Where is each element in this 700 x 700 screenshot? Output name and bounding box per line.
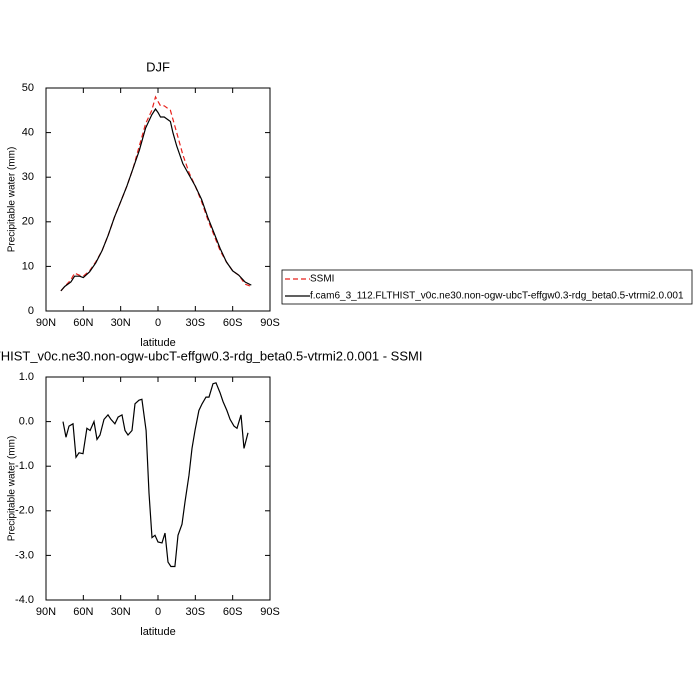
legend-box [281,269,693,305]
x-tick-label: 90S [260,317,280,329]
x-tick-label: 90S [260,606,280,618]
y-tick-label: 30 [22,171,34,183]
y-tick-label: -3.0 [15,549,34,561]
legend-label: SSMI [310,274,334,285]
y-tick-label: 40 [22,127,34,139]
x-tick-label: 0 [155,606,161,618]
y-axis-label: Precipitable water (mm) [7,436,18,542]
y-tick-label: 10 [22,260,34,272]
chart-title: DJF [146,59,170,74]
data-line [62,382,249,568]
x-tick-label: 60N [73,606,93,618]
data-line [60,95,252,292]
x-tick-label: 30S [186,317,206,329]
y-tick-label: 0.0 [19,416,34,428]
y-tick-label: 1.0 [19,371,34,383]
x-tick-label: 30N [111,317,131,329]
x-tick-label: 30S [186,606,206,618]
y-tick-label: 20 [22,216,34,228]
x-axis-label: latitude [140,337,175,349]
x-tick-label: 0 [155,317,161,329]
x-tick-label: 60N [73,317,93,329]
y-tick-label: -2.0 [15,505,34,517]
y-tick-label: 0 [28,305,34,317]
chart-title: f.cam6_3_112.FLTHIST_v0c.ne30.non-ogw-ub… [0,348,422,363]
plot-frame [45,87,271,312]
y-axis-label: Precipitable water (mm) [7,147,18,253]
x-tick-label: 90N [36,606,56,618]
x-tick-label: 30N [111,606,131,618]
plot-frame [45,376,271,601]
y-tick-label: -4.0 [15,594,34,606]
y-tick-label: 50 [22,82,34,94]
x-tick-label: 60S [223,317,243,329]
x-tick-label: 90N [36,317,56,329]
x-tick-label: 60S [223,606,243,618]
y-tick-label: -1.0 [15,460,34,472]
legend-label: f.cam6_3_112.FLTHIST_v0c.ne30.non-ogw-ub… [310,291,684,302]
x-axis-label: latitude [140,626,175,638]
data-line [60,107,252,292]
